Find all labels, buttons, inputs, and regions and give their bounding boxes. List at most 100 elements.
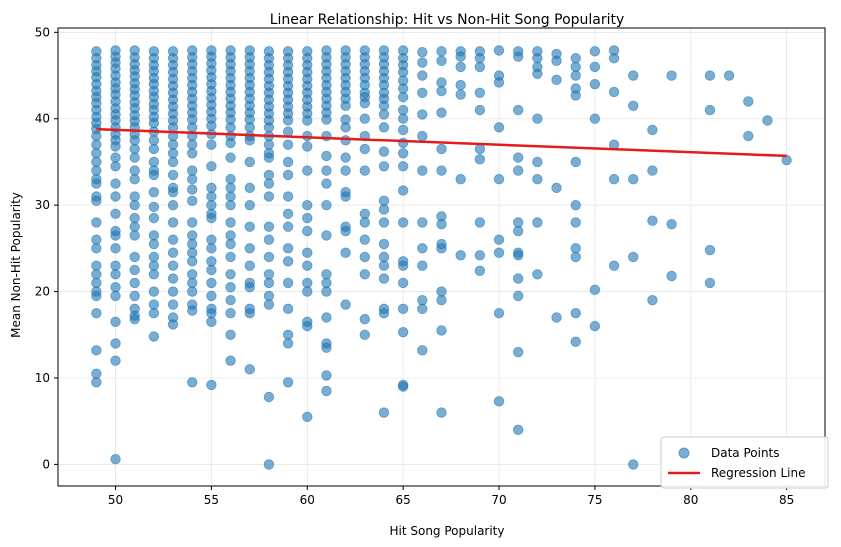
legend-label-data-points: Data Points <box>711 446 780 460</box>
data-point <box>206 191 217 202</box>
data-point <box>321 178 332 189</box>
data-point <box>340 247 351 258</box>
data-point <box>628 251 639 263</box>
data-point <box>282 169 294 181</box>
data-point <box>359 314 371 325</box>
data-point <box>282 338 294 349</box>
data-point <box>148 212 160 224</box>
data-point <box>225 191 236 202</box>
data-point <box>532 53 543 64</box>
data-point <box>167 186 179 198</box>
data-point <box>589 46 601 57</box>
data-point <box>282 243 294 254</box>
data-point <box>263 169 275 181</box>
data-point <box>110 161 121 172</box>
data-point <box>417 243 428 254</box>
data-point <box>436 165 447 176</box>
data-point <box>302 320 313 332</box>
data-point <box>340 299 351 310</box>
data-point <box>397 303 409 315</box>
data-point <box>187 139 198 150</box>
data-point <box>263 178 275 189</box>
data-point <box>167 234 179 245</box>
data-point <box>206 379 217 391</box>
legend-box <box>660 436 829 489</box>
data-point <box>263 139 275 150</box>
data-point <box>187 305 198 316</box>
data-point <box>187 256 198 267</box>
data-point <box>743 130 754 142</box>
data-point <box>589 113 601 124</box>
data-point <box>513 217 524 228</box>
data-point <box>110 290 121 302</box>
data-point <box>206 277 217 289</box>
data-point <box>244 221 255 232</box>
data-point <box>397 185 409 196</box>
data-point <box>225 295 236 306</box>
data-point <box>455 89 466 100</box>
data-point <box>762 115 773 126</box>
data-point <box>321 165 332 176</box>
data-point <box>206 243 217 254</box>
data-point <box>397 260 409 271</box>
data-point <box>206 256 217 267</box>
data-point <box>148 269 160 280</box>
data-point <box>397 217 409 228</box>
data-point <box>225 182 236 194</box>
data-point <box>302 247 313 258</box>
data-point <box>417 345 428 356</box>
data-point <box>455 79 466 91</box>
data-point <box>589 61 601 73</box>
data-point <box>321 230 332 241</box>
data-point <box>417 57 428 68</box>
data-point <box>263 269 275 280</box>
data-point <box>244 199 255 211</box>
data-point <box>148 307 160 319</box>
x-tick-label: 85 <box>779 493 794 507</box>
x-tick-label: 55 <box>204 493 219 507</box>
data-point <box>225 199 236 211</box>
data-point <box>187 269 198 280</box>
data-point <box>704 104 716 116</box>
data-point <box>91 243 102 254</box>
data-point <box>493 174 505 185</box>
data-point <box>167 217 179 228</box>
data-point <box>436 295 447 306</box>
data-point <box>608 86 620 98</box>
data-point <box>570 251 581 263</box>
data-point <box>474 53 486 64</box>
data-point <box>513 346 524 358</box>
data-point <box>129 135 140 146</box>
data-point <box>148 238 160 250</box>
data-point <box>91 269 102 280</box>
data-point <box>397 104 409 116</box>
data-point <box>378 195 390 207</box>
data-point <box>551 74 562 86</box>
data-point <box>628 459 639 470</box>
data-point <box>129 251 140 263</box>
data-point <box>570 70 581 81</box>
data-point <box>282 277 294 289</box>
x-tick-label: 70 <box>491 493 506 507</box>
data-point <box>206 307 217 319</box>
data-point <box>110 316 121 328</box>
data-point <box>148 143 160 155</box>
data-point <box>225 329 236 340</box>
data-point <box>110 282 121 293</box>
data-point <box>378 217 390 228</box>
data-point <box>110 191 121 202</box>
data-point <box>436 107 447 118</box>
data-point <box>225 355 236 366</box>
data-point <box>167 319 179 330</box>
data-point <box>148 186 160 198</box>
data-point <box>417 109 428 120</box>
data-point <box>570 199 581 211</box>
x-tick-label: 60 <box>300 493 315 507</box>
data-point <box>263 459 275 470</box>
data-point <box>263 251 275 263</box>
data-point <box>148 286 160 297</box>
plot-frame <box>57 27 826 487</box>
data-point <box>436 407 447 418</box>
data-point <box>129 174 140 185</box>
data-point <box>340 152 351 163</box>
